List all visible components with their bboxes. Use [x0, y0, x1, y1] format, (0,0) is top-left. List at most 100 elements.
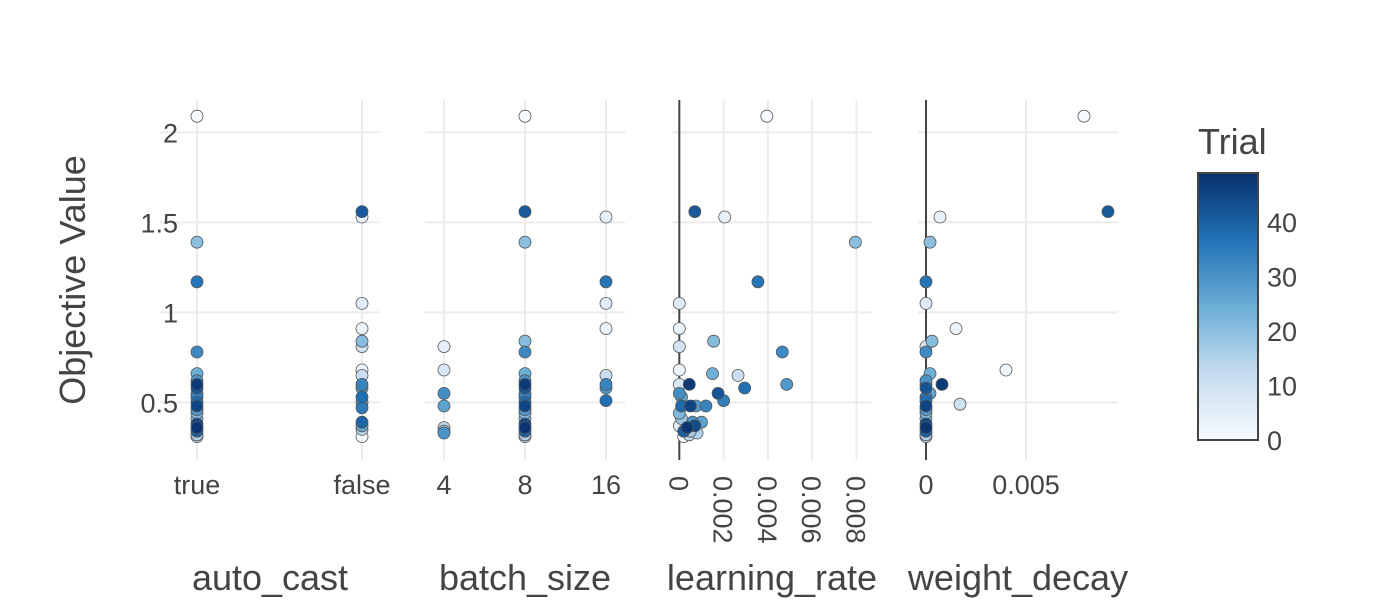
data-point [672, 363, 686, 377]
data-point [518, 421, 532, 435]
data-point [680, 421, 694, 435]
data-point [355, 390, 369, 404]
x-axis-label-learning_rate: learning_rate [667, 557, 877, 598]
data-point [780, 377, 794, 391]
data-point [518, 205, 532, 219]
colorbar-gradient [1197, 172, 1259, 441]
grid-layer [160, 100, 1118, 460]
data-point [518, 345, 532, 359]
colorbar-tick-label: 40 [1267, 208, 1297, 238]
data-point [738, 381, 752, 395]
x-tick-label: 0.008 [840, 476, 870, 544]
data-point [949, 322, 963, 336]
data-point [437, 426, 451, 440]
data-point [919, 296, 933, 310]
colorbar-tick-label: 10 [1267, 372, 1297, 402]
data-point [437, 363, 451, 377]
data-point [953, 397, 967, 411]
x-tick-label: 0.006 [796, 476, 826, 544]
data-point [599, 275, 613, 289]
data-point [599, 210, 613, 224]
x-tick-label: 0 [918, 470, 933, 500]
x-tick-label: 0.004 [752, 476, 782, 544]
data-point [518, 109, 532, 123]
data-point [999, 363, 1013, 377]
data-point [355, 205, 369, 219]
data-point [923, 235, 937, 249]
data-point [190, 377, 204, 391]
data-point [355, 296, 369, 310]
data-point [672, 322, 686, 336]
data-point [355, 415, 369, 429]
data-point [919, 421, 933, 435]
data-point [190, 421, 204, 435]
data-point [935, 377, 949, 391]
data-point [751, 275, 765, 289]
data-point [848, 235, 862, 249]
colorbar-ticks: 0 10 20 30 40 [1267, 208, 1297, 456]
data-point [919, 399, 933, 413]
y-tick-label: 1.5 [140, 208, 178, 238]
data-point [711, 386, 725, 400]
x-axis-label-batch_size: batch_size [439, 557, 611, 598]
data-point [599, 394, 613, 408]
data-point [518, 334, 532, 348]
data-point [355, 377, 369, 391]
data-point [688, 205, 702, 219]
data-point [682, 377, 696, 391]
data-point [672, 296, 686, 310]
data-point [437, 386, 451, 400]
colorbar-tick-label: 30 [1267, 263, 1297, 293]
data-point [919, 345, 933, 359]
data-point [919, 381, 933, 395]
x-tick-label: 0 [663, 476, 693, 491]
data-point [925, 334, 939, 348]
data-point [699, 399, 713, 413]
data-point [599, 377, 613, 391]
data-point [355, 322, 369, 336]
data-point [518, 377, 532, 391]
data-point [355, 401, 369, 415]
data-point [190, 235, 204, 249]
x-tick-label: true [174, 470, 221, 500]
point-layer [190, 109, 1115, 444]
data-point [718, 210, 732, 224]
colorbar-tick-label: 20 [1267, 317, 1297, 347]
data-point [706, 367, 719, 381]
axis-layer: true false auto_cast 4 8 16 batch_size 0 0.002 0.… [140, 100, 1128, 598]
x-tick-label: 8 [517, 470, 532, 500]
data-point [437, 340, 451, 354]
data-point [599, 322, 613, 336]
x-tick-label: 0.002 [708, 476, 738, 544]
x-axis-label-auto_cast: auto_cast [192, 557, 348, 598]
data-point [1077, 109, 1091, 123]
data-point [933, 210, 947, 224]
x-tick-label: 4 [436, 470, 451, 500]
x-axis-label-weight_decay: weight_decay [907, 557, 1128, 598]
data-point [190, 345, 204, 359]
data-point [683, 399, 697, 413]
y-axis-label: Objective Value [52, 155, 93, 404]
x-tick-label: false [333, 470, 390, 500]
data-point [518, 399, 532, 413]
panel-weight_decay [918, 100, 1118, 460]
data-point [707, 334, 721, 348]
data-point [1101, 205, 1115, 219]
data-point [437, 399, 451, 413]
y-tick-label: 1 [163, 298, 178, 328]
data-point [355, 334, 369, 348]
data-point [672, 340, 686, 354]
data-point [919, 275, 933, 289]
colorbar-title: Trial [1198, 121, 1267, 162]
data-point [190, 399, 204, 413]
data-point [760, 109, 774, 123]
x-tick-label: 0.005 [992, 470, 1060, 500]
colorbar-tick-label: 0 [1267, 426, 1282, 456]
data-point [731, 368, 745, 382]
data-point [190, 109, 204, 123]
data-point [775, 345, 789, 359]
colorbar: Trial 0 10 20 30 40 [1197, 121, 1297, 456]
y-tick-label: 2 [163, 118, 178, 148]
x-tick-label: 16 [591, 470, 621, 500]
